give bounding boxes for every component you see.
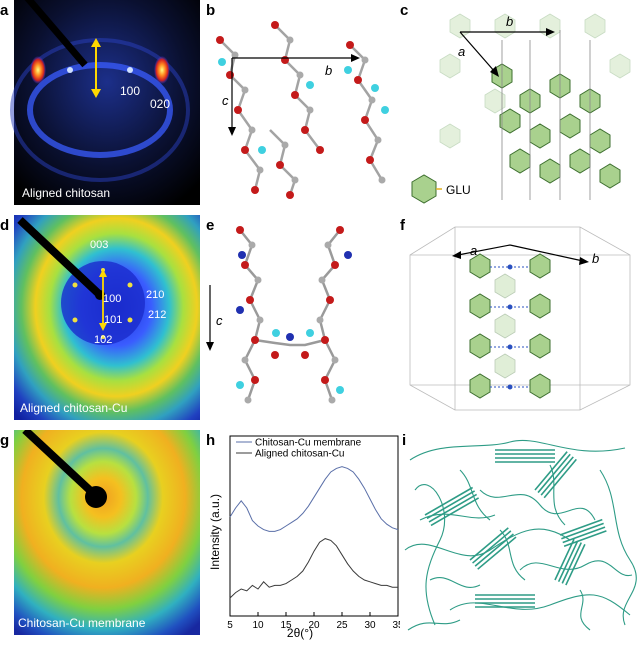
panel-e: c e xyxy=(200,215,400,420)
x-tick-label: 25 xyxy=(336,620,348,631)
chart-ylabel: Intensity (a.u.) xyxy=(208,494,222,570)
a-peak-100: 100 xyxy=(120,84,140,98)
b-axis-b: b xyxy=(325,63,332,78)
legend-label: Chitosan-Cu membrane xyxy=(255,438,362,449)
panel-g: Chitosan-Cu membrane g xyxy=(0,427,200,635)
chart-plot-frame xyxy=(229,435,399,617)
a-spot-left xyxy=(30,56,46,84)
d-peak-102: 102 xyxy=(94,334,112,346)
d-peak-210: 210 xyxy=(146,289,164,301)
legend-label: Aligned chitosan-Cu xyxy=(255,449,345,460)
panel-label-i: i xyxy=(402,432,407,449)
x-tick-label: 15 xyxy=(280,620,292,631)
d-peak-003: 003 xyxy=(90,239,108,251)
b-axis-c: c xyxy=(222,93,229,108)
panel-b: b c b xyxy=(200,0,400,205)
panel-label-a: a xyxy=(0,2,9,19)
chart-xlabel: 2θ(°) xyxy=(287,626,313,640)
panel-c-glu-lattice: b a GLU xyxy=(411,13,631,204)
x-tick-label: 20 xyxy=(308,620,320,631)
x-tick-label: 35 xyxy=(392,620,400,631)
series-line xyxy=(229,538,398,599)
series-line xyxy=(229,466,399,532)
a-caption: Aligned chitosan xyxy=(22,186,110,200)
panel-label-c: c xyxy=(400,2,409,19)
panel-label-d: d xyxy=(0,217,10,234)
panel-f: a b f xyxy=(400,215,639,420)
d-peak-100: 100 xyxy=(103,293,121,305)
panel-c: b a GLU c xyxy=(400,0,639,205)
panel-a: 100 020 Aligned chitosan a xyxy=(0,0,200,205)
panel-h: 5 10 15 20 25 30 35 Chitosan-Cu membraneAligne… xyxy=(200,430,404,642)
a-spot-right xyxy=(154,56,170,84)
c-axis-a: a xyxy=(458,44,465,59)
f-axis-b: b xyxy=(592,251,599,266)
panel-d-xrd-pattern: 003 100 101 102 210 212 Aligned chitosan… xyxy=(14,215,200,420)
x-tick-label: 5 xyxy=(227,620,233,631)
c-axis-b: b xyxy=(506,14,513,29)
panel-label-b: b xyxy=(206,2,216,19)
d-peak-212: 212 xyxy=(148,309,166,321)
panel-d: 003 100 101 102 210 212 Aligned chitosan… xyxy=(0,215,200,420)
panel-g-xrd-pattern: Chitosan-Cu membrane xyxy=(14,427,200,635)
d-caption: Aligned chitosan-Cu xyxy=(20,401,127,415)
panel-label-e: e xyxy=(206,217,215,234)
x-tick-label: 30 xyxy=(364,620,376,631)
a-peak-020: 020 xyxy=(150,97,170,111)
x-tick-label: 10 xyxy=(252,620,264,631)
d-peak-101: 101 xyxy=(104,314,122,326)
panel-label-g: g xyxy=(0,432,10,449)
intensity-chart: 5 10 15 20 25 30 35 Chitosan-Cu membraneAligne… xyxy=(208,435,404,640)
e-axis-c: c xyxy=(216,313,223,328)
panel-i-fibril-network xyxy=(404,439,637,631)
f-axis-a: a xyxy=(470,243,477,258)
panel-label-h: h xyxy=(206,432,216,449)
panel-e-crystal-structure: c xyxy=(206,226,352,404)
glu-legend-icon xyxy=(411,174,437,204)
panel-label-f: f xyxy=(400,217,405,234)
panel-a-xrd-pattern: 100 020 Aligned chitosan xyxy=(10,0,200,205)
g-caption: Chitosan-Cu membrane xyxy=(18,616,146,630)
c-legend-label: GLU xyxy=(446,183,471,197)
panel-b-crystal-structure: b c xyxy=(216,21,389,199)
panel-f-glu-lattice: a b xyxy=(409,226,631,411)
panel-i: i xyxy=(400,430,639,635)
